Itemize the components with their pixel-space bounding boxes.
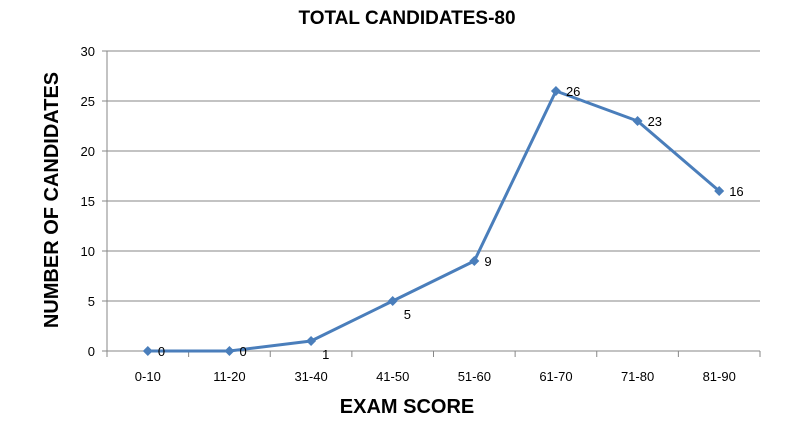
data-label: 9 <box>484 254 491 269</box>
gridlines <box>107 50 760 302</box>
y-tick-label: 25 <box>81 94 95 109</box>
y-tick-label: 0 <box>88 344 95 359</box>
data-labels: 0 0 1 5 9 26 23 16 <box>158 84 744 362</box>
data-point-marker <box>632 116 643 126</box>
data-point-marker <box>142 346 153 356</box>
x-tick-label: 71-80 <box>621 369 654 384</box>
chart-title: TOTAL CANDIDATES-80 <box>298 8 515 29</box>
series-line <box>147 89 721 353</box>
x-tick-label: 31-40 <box>294 369 327 384</box>
x-tick-label: 61-70 <box>539 369 572 384</box>
y-tick-label: 30 <box>81 44 95 59</box>
data-label: 1 <box>322 347 329 362</box>
data-point-marker <box>469 256 480 266</box>
data-point-marker <box>387 296 398 306</box>
data-label: 0 <box>239 344 246 359</box>
data-label: 16 <box>729 184 743 199</box>
y-axis-title: NUMBER OF CANDIDATES <box>41 72 63 328</box>
x-tick-labels: 0-10 11-20 31-40 41-50 51-60 61-70 71-80 81-90 <box>135 369 736 384</box>
x-axis-title: EXAM SCORE <box>340 396 474 418</box>
y-tick-label: 15 <box>81 194 95 209</box>
x-tick-label: 41-50 <box>376 369 409 384</box>
x-tick-label: 51-60 <box>458 369 491 384</box>
data-label: 26 <box>566 84 580 99</box>
x-tick-label: 0-10 <box>135 369 161 384</box>
data-point-marker <box>714 186 725 196</box>
axes <box>102 50 761 357</box>
data-label: 23 <box>648 114 662 129</box>
data-label: 5 <box>404 307 411 322</box>
data-point-marker <box>550 86 561 96</box>
y-tick-label: 5 <box>88 294 95 309</box>
data-label: 0 <box>158 344 165 359</box>
y-tick-label: 10 <box>81 244 95 259</box>
y-tick-label: 20 <box>81 144 95 159</box>
series <box>142 86 725 356</box>
x-tick-label: 81-90 <box>703 369 736 384</box>
x-tick-label: 11-20 <box>213 369 245 384</box>
y-tick-labels: 0 5 10 15 20 25 30 <box>81 44 95 359</box>
data-point-marker <box>224 346 235 356</box>
data-point-marker <box>306 336 317 346</box>
